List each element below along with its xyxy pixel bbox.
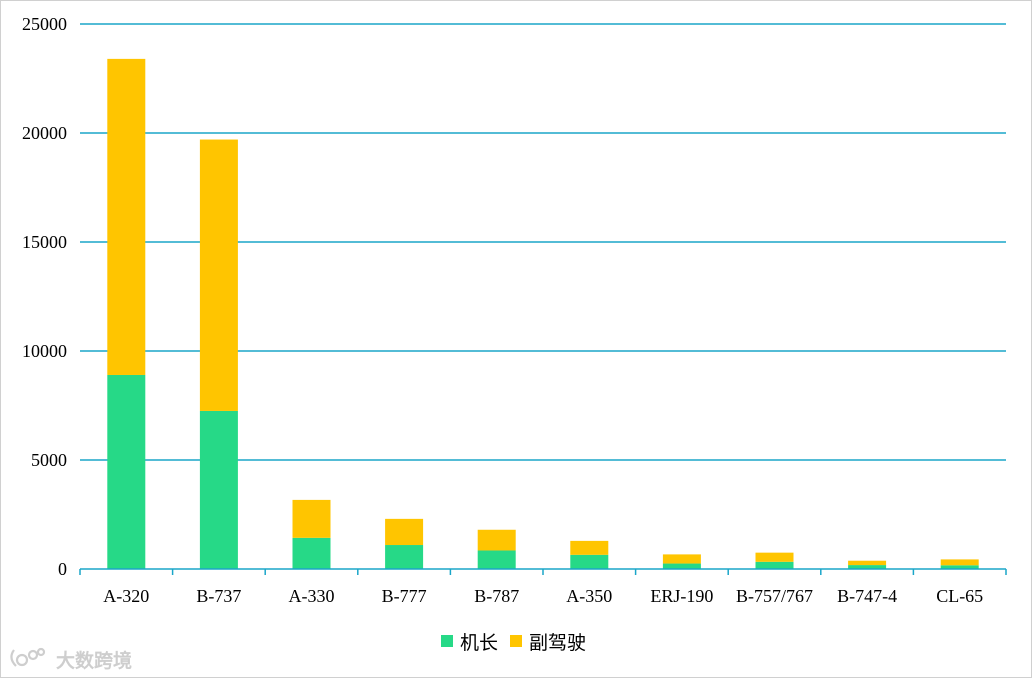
x-tick-label: B-737 xyxy=(196,586,241,606)
bar-segment-first-officer xyxy=(755,552,794,562)
y-tick-label: 10000 xyxy=(22,341,67,361)
legend-label-first-officer: 副驾驶 xyxy=(529,632,586,654)
x-tick-label: B-777 xyxy=(382,586,427,606)
bar-segment-first-officer xyxy=(107,58,146,375)
legend: 机长 副驾驶 xyxy=(441,632,586,654)
bar-segment-captain xyxy=(107,374,146,569)
bar-segment-first-officer xyxy=(477,529,516,551)
y-tick-label: 20000 xyxy=(22,123,67,143)
bar-segment-captain xyxy=(292,537,331,569)
x-tick-label: A-320 xyxy=(103,586,149,606)
watermark: 大数跨境 xyxy=(10,647,132,672)
bar-segment-captain xyxy=(848,565,887,569)
bar-segment-captain xyxy=(662,563,701,569)
legend-label-captain: 机长 xyxy=(460,632,498,654)
bar-segment-captain xyxy=(755,561,794,569)
x-tick-label: B-787 xyxy=(474,586,519,606)
x-tick-label: ERJ-190 xyxy=(650,586,713,606)
x-tick-label: A-330 xyxy=(289,586,335,606)
watermark-text: 大数跨境 xyxy=(56,649,132,672)
bar-segment-captain xyxy=(570,554,609,569)
bars xyxy=(107,58,979,569)
y-tick-label: 5000 xyxy=(31,450,67,470)
bar-segment-first-officer xyxy=(292,499,331,538)
bar-segment-captain xyxy=(385,545,424,569)
bar-segment-captain xyxy=(199,410,238,569)
x-tick-label: CL-65 xyxy=(936,586,983,606)
bar-segment-captain xyxy=(477,550,516,569)
bar-segment-first-officer xyxy=(662,554,701,564)
x-axis-ticks: A-320 B-737 A-330 B-777 B-787 A-350 ERJ-190 B-7… xyxy=(103,586,983,606)
bar-segment-first-officer xyxy=(385,518,424,546)
legend-swatch-captain xyxy=(441,635,453,647)
y-tick-label: 0 xyxy=(58,559,67,579)
x-axis xyxy=(79,568,1007,575)
legend-swatch-first-officer xyxy=(510,635,522,647)
x-tick-label: A-350 xyxy=(566,586,612,606)
x-tick-label: B-747-4 xyxy=(837,586,897,606)
watermark-logo-icon xyxy=(10,647,46,667)
y-tick-label: 25000 xyxy=(22,14,67,34)
bar-segment-first-officer xyxy=(940,559,979,566)
bar-segment-first-officer xyxy=(570,540,609,555)
x-tick-label: B-757/767 xyxy=(736,586,813,606)
bar-segment-captain xyxy=(940,565,979,569)
bar-segment-first-officer xyxy=(199,139,238,411)
bar-segment-first-officer xyxy=(848,560,887,566)
y-tick-label: 15000 xyxy=(22,232,67,252)
y-axis-ticks: 0 5000 10000 15000 20000 25000 xyxy=(22,14,67,579)
